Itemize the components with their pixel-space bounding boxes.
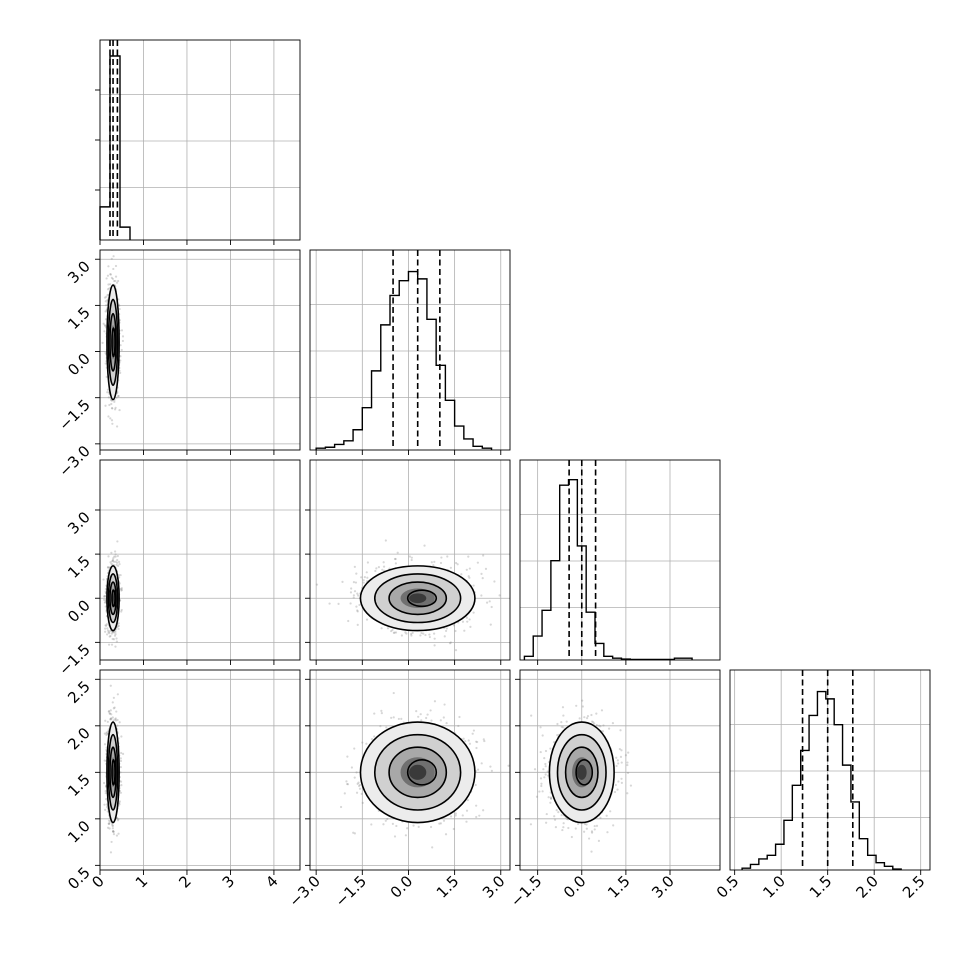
x-tick-label: −1.5 — [507, 872, 545, 910]
contour-3 — [548, 721, 615, 824]
y-tick-label: 0.5 — [64, 863, 94, 893]
y-tick-label: 3.0 — [64, 508, 94, 538]
x-tick-label: 4 — [262, 872, 281, 891]
joint-panel-0-1: −3.0 −1.5 0.0 1.5 3.0 — [55, 249, 301, 480]
x-tick-label: 1.5 — [433, 872, 463, 902]
panel-frame — [519, 669, 721, 871]
x-tick-label: 1 — [132, 872, 151, 891]
density-level-4 — [576, 764, 587, 780]
y-tick-label: −1.5 — [55, 396, 93, 434]
contour-0 — [406, 758, 438, 786]
panel-frame — [99, 39, 301, 241]
contour-2 — [107, 733, 119, 811]
marginal-panel-1 — [309, 249, 511, 455]
contour-1 — [388, 581, 448, 616]
density-level-4 — [409, 593, 427, 604]
panel-frame — [729, 669, 931, 871]
x-tick-label: 1.5 — [604, 872, 634, 902]
contour-2 — [373, 733, 462, 811]
panel-frame — [99, 249, 301, 451]
x-tick-label: 3.0 — [648, 872, 678, 902]
histogram-2 — [523, 478, 693, 661]
y-tick-label: 1.5 — [64, 303, 94, 333]
contour-0 — [575, 758, 594, 786]
x-tick-label: 0.0 — [560, 872, 590, 902]
contour-3 — [359, 721, 476, 824]
x-tick-label: −1.5 — [332, 872, 370, 910]
contour-0 — [111, 327, 116, 358]
y-tick-label: −1.5 — [55, 640, 93, 678]
y-tick-label: 3.0 — [64, 257, 94, 287]
histogram-1 — [315, 270, 493, 450]
contour-2 — [556, 733, 607, 811]
panel-frame — [309, 669, 511, 871]
joint-panel-1-2 — [305, 459, 511, 665]
marginal-panel-2 — [519, 459, 721, 665]
contour-2 — [373, 573, 462, 624]
marginal-panel-0 — [95, 39, 301, 245]
contour-0 — [111, 589, 116, 608]
y-tick-label: 1.5 — [64, 770, 94, 800]
density-level-4 — [409, 764, 427, 780]
histogram-0 — [99, 55, 131, 240]
y-tick-label: 0.0 — [64, 350, 94, 380]
y-tick-label: 1.5 — [64, 552, 94, 582]
joint-panel-2-3: −1.5 0.0 1.5 3.0 — [507, 669, 721, 911]
y-tick-label: 1.0 — [64, 817, 94, 847]
panel-frame — [309, 459, 511, 661]
x-tick-label: 2 — [175, 872, 194, 891]
x-tick-label: 1.5 — [806, 872, 836, 902]
y-tick-label: −3.0 — [55, 442, 93, 480]
contour-1 — [388, 746, 448, 799]
panel-frame — [99, 459, 301, 661]
contour-2 — [107, 573, 119, 624]
panel-frame — [309, 249, 511, 451]
contour-3 — [106, 565, 120, 632]
contour-3 — [106, 284, 120, 401]
x-tick-label: 3 — [219, 872, 238, 891]
x-tick-label: 0.0 — [387, 872, 417, 902]
contour-3 — [106, 721, 120, 824]
joint-panel-1-3: −3.0 −1.5 0.0 1.5 3.0 — [285, 669, 511, 911]
x-tick-label: 2.5 — [899, 872, 929, 902]
x-tick-label: −3.0 — [285, 872, 323, 910]
panel-frame — [519, 459, 721, 661]
joint-panel-0-3: 0 1 2 3 40.51.01.52.02.5 — [64, 669, 301, 893]
contour-0 — [406, 589, 438, 608]
contour-3 — [359, 565, 476, 632]
x-tick-label: 3.0 — [479, 872, 509, 902]
x-tick-label: 0.5 — [713, 872, 743, 902]
contour-1 — [109, 746, 117, 799]
contour-1 — [109, 581, 117, 616]
x-tick-label: 1.0 — [759, 872, 789, 902]
contour-2 — [107, 298, 119, 387]
y-tick-label: 2.5 — [64, 677, 94, 707]
y-tick-label: 2.0 — [64, 724, 94, 754]
contour-1 — [109, 312, 117, 372]
panel-frame — [99, 669, 301, 871]
histogram-3 — [741, 690, 902, 870]
joint-panel-0-2: −1.5 0.0 1.5 3.0 — [55, 459, 301, 679]
x-tick-label: 2.0 — [852, 872, 882, 902]
marginal-panel-3: 0.5 1.0 1.5 2.0 2.5 — [713, 669, 931, 902]
contour-1 — [564, 746, 599, 799]
y-tick-label: 0.0 — [64, 596, 94, 626]
contour-0 — [111, 758, 116, 786]
